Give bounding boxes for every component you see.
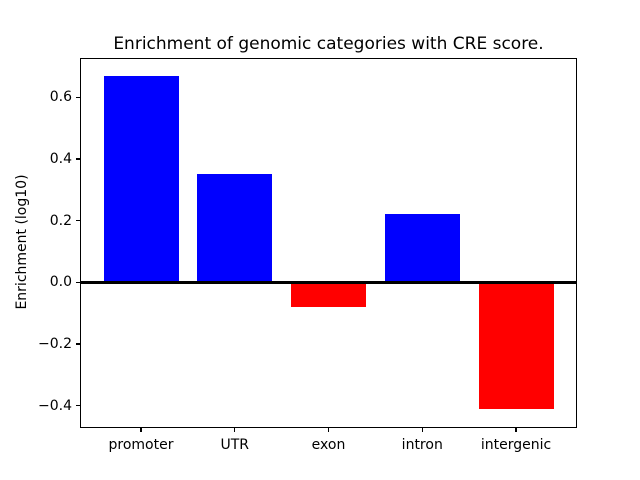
y-axis-label: Enrichment (log10) [14,174,30,310]
x-tick-mark [327,428,330,432]
chart-title: Enrichment of genomic categories with CR… [113,34,544,54]
y-tick-mark [76,281,80,283]
y-tick-mark [76,343,80,345]
y-tick-mark [76,405,80,407]
y-tick-mark [76,220,80,222]
y-tick-label: 0.4 [49,150,72,167]
x-tick-mark [140,428,142,432]
bar-intron [384,214,460,283]
bar-promoter [103,75,179,283]
bar-exon [291,282,366,307]
y-tick-label: 0.6 [49,89,72,106]
y-tick-mark [76,158,80,160]
x-tick-label-intron: intron [401,437,443,453]
zero-line [81,281,576,284]
y-tick-label: −0.2 [38,336,72,353]
x-tick-label-exon: exon [311,437,346,453]
bar-UTR [197,174,273,283]
x-tick-mark [234,428,236,432]
y-tick-label: −0.4 [38,397,72,414]
x-tick-label-promoter: promoter [108,437,174,453]
y-tick-mark [76,96,80,98]
y-tick-label: 0.2 [49,212,72,229]
plot-area: −0.4 −0.2 0.0 0.2 0.4 0.6 promoter UTR exon intro… [38,58,577,453]
x-tick-mark [421,428,423,432]
x-tick-mark [515,428,517,432]
x-tick-label-intergenic: intergenic [480,437,552,453]
x-tick-label-UTR: UTR [220,437,250,453]
bar-intergenic [478,282,554,409]
y-tick-label: 0.0 [49,274,72,291]
